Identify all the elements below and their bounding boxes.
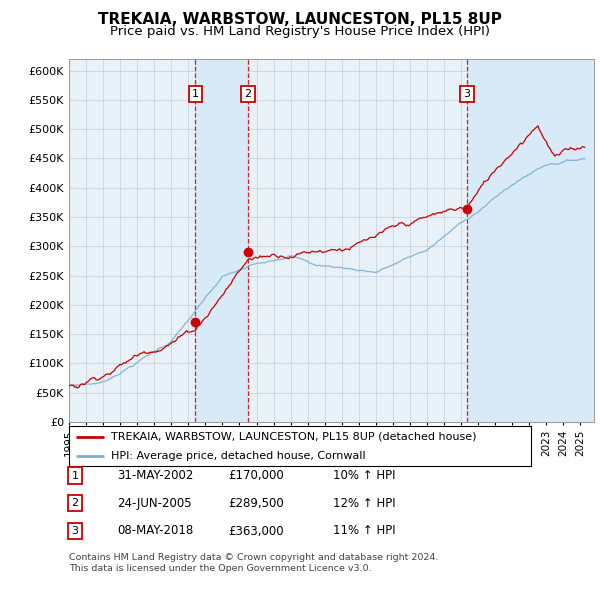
Text: TREKAIA, WARBSTOW, LAUNCESTON, PL15 8UP (detached house): TREKAIA, WARBSTOW, LAUNCESTON, PL15 8UP … [110, 432, 476, 442]
Text: 1: 1 [192, 89, 199, 99]
Text: 2: 2 [244, 89, 251, 99]
Bar [196, 59, 248, 422]
Bar [467, 59, 594, 422]
Text: This data is licensed under the Open Government Licence v3.0.: This data is licensed under the Open Gov… [69, 565, 371, 573]
Text: 12% ↑ HPI: 12% ↑ HPI [333, 497, 395, 510]
Text: 2: 2 [71, 499, 79, 508]
Text: £289,500: £289,500 [228, 497, 284, 510]
Text: Contains HM Land Registry data © Crown copyright and database right 2024.: Contains HM Land Registry data © Crown c… [69, 553, 439, 562]
Text: TREKAIA, WARBSTOW, LAUNCESTON, PL15 8UP: TREKAIA, WARBSTOW, LAUNCESTON, PL15 8UP [98, 12, 502, 27]
Text: 3: 3 [71, 526, 79, 536]
Text: 10% ↑ HPI: 10% ↑ HPI [333, 469, 395, 482]
Text: 31-MAY-2002: 31-MAY-2002 [117, 469, 193, 482]
Text: £170,000: £170,000 [228, 469, 284, 482]
Text: 08-MAY-2018: 08-MAY-2018 [117, 525, 193, 537]
Text: 1: 1 [71, 471, 79, 480]
Text: 24-JUN-2005: 24-JUN-2005 [117, 497, 191, 510]
Text: £363,000: £363,000 [228, 525, 284, 537]
Text: 3: 3 [464, 89, 470, 99]
Text: Price paid vs. HM Land Registry's House Price Index (HPI): Price paid vs. HM Land Registry's House … [110, 25, 490, 38]
Text: 11% ↑ HPI: 11% ↑ HPI [333, 525, 395, 537]
Text: HPI: Average price, detached house, Cornwall: HPI: Average price, detached house, Corn… [110, 451, 365, 461]
